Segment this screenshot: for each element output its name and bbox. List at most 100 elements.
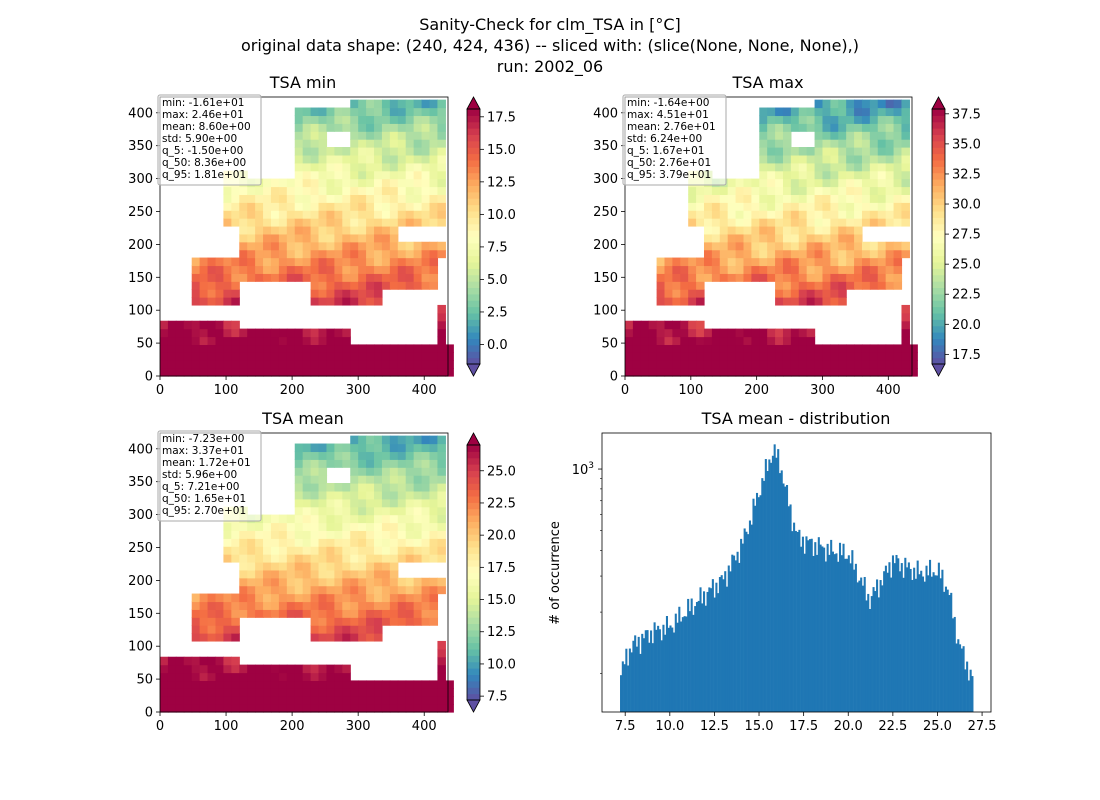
colorbar-segment bbox=[467, 617, 480, 625]
colorbar-segment bbox=[467, 172, 480, 180]
heatmap-cell bbox=[270, 233, 280, 243]
heatmap-cell bbox=[207, 368, 217, 377]
histogram-bar bbox=[646, 630, 649, 712]
heatmap-cell bbox=[270, 561, 280, 571]
heatmap-cell bbox=[215, 601, 225, 610]
heatmap-cell bbox=[191, 672, 201, 682]
heatmap-cell bbox=[310, 546, 320, 555]
heatmap-cell bbox=[389, 459, 399, 468]
histogram-bar bbox=[909, 568, 912, 712]
heatmap-cell bbox=[286, 178, 296, 188]
heatmap-cell bbox=[381, 368, 391, 377]
heatmap-cell bbox=[318, 123, 328, 132]
heatmap-cell bbox=[223, 696, 232, 705]
histogram-bar bbox=[623, 664, 626, 712]
heatmap-cell bbox=[255, 360, 264, 369]
histogram-bar bbox=[851, 550, 854, 712]
panel-tsa-min: TSA min 0 100 200 300 4000501001502002503003… bbox=[128, 73, 516, 398]
heatmap-cell bbox=[413, 241, 423, 251]
heatmap-cell bbox=[294, 696, 304, 705]
heatmap-cell bbox=[175, 664, 185, 674]
heatmap-cell bbox=[366, 297, 375, 306]
heatmap-cell bbox=[350, 443, 359, 453]
heatmap-cell bbox=[302, 490, 312, 500]
heatmap-cell bbox=[885, 265, 895, 274]
heatmap-cell bbox=[405, 131, 415, 140]
heatmap-cell bbox=[790, 241, 800, 251]
histogram-bar bbox=[895, 554, 898, 712]
heatmap-cell bbox=[374, 123, 383, 132]
heatmap-cell bbox=[389, 368, 399, 377]
histogram-bar bbox=[881, 585, 884, 712]
heatmap-cell bbox=[814, 123, 824, 132]
heatmap-cell bbox=[885, 202, 895, 211]
colorbar-segment bbox=[467, 325, 480, 333]
heatmap-cell bbox=[366, 265, 375, 274]
heatmap-cell bbox=[688, 289, 697, 298]
heatmap-cell bbox=[366, 352, 375, 361]
heatmap-cell bbox=[239, 585, 248, 595]
heatmap-cell bbox=[389, 186, 399, 195]
heatmap-cell bbox=[790, 147, 800, 156]
heatmap-cell bbox=[782, 344, 792, 353]
heatmap-cell bbox=[191, 281, 201, 290]
heatmap-cell bbox=[775, 218, 784, 227]
heatmap-cell bbox=[326, 360, 335, 369]
heatmap-cell bbox=[743, 233, 752, 243]
heatmap-cell bbox=[782, 107, 792, 117]
heatmap-cell bbox=[263, 554, 272, 563]
heatmap-cell bbox=[429, 147, 439, 156]
heatmap-cell bbox=[397, 265, 407, 274]
heatmap-cell bbox=[318, 490, 328, 500]
heatmap-cell bbox=[767, 131, 776, 140]
heatmap-cell bbox=[350, 202, 359, 211]
heatmap-cell bbox=[703, 218, 713, 227]
colorbar-segment bbox=[467, 642, 480, 650]
heatmap-cell bbox=[310, 601, 320, 610]
heatmap-cell bbox=[389, 561, 399, 571]
heatmap-cell bbox=[397, 368, 407, 377]
heatmap-cell bbox=[437, 577, 446, 587]
heatmap-cell bbox=[318, 107, 328, 117]
heatmap-cell bbox=[350, 139, 359, 148]
heatmap-cell bbox=[421, 617, 431, 626]
heatmap-cell bbox=[374, 368, 383, 377]
heatmap-cell bbox=[231, 680, 240, 689]
heatmap-cell bbox=[160, 680, 169, 689]
histogram-bar bbox=[690, 598, 693, 712]
heatmap-cell bbox=[405, 178, 415, 188]
heatmap-cell bbox=[358, 546, 367, 555]
heatmap-cell bbox=[405, 368, 415, 377]
histogram-bar bbox=[925, 565, 928, 712]
heatmap-cell bbox=[429, 585, 439, 595]
heatmap-cell bbox=[381, 704, 391, 713]
heatmap-cell bbox=[437, 672, 446, 682]
heatmap-cell bbox=[885, 218, 895, 227]
heatmap-cell bbox=[751, 194, 760, 203]
heatmap-cell bbox=[358, 506, 367, 516]
heatmap-cell bbox=[263, 360, 272, 369]
heatmap-cell bbox=[429, 554, 439, 563]
heatmap-cell bbox=[429, 688, 439, 697]
heatmap-cell bbox=[413, 210, 423, 219]
heatmap-cell bbox=[814, 281, 824, 290]
heatmap-cell bbox=[703, 257, 713, 267]
heatmap-cell bbox=[191, 297, 201, 306]
heatmap-cell bbox=[350, 99, 359, 109]
heatmap-cell bbox=[358, 297, 367, 306]
heatmap-cell bbox=[854, 273, 863, 282]
heatmap-cell bbox=[278, 233, 288, 243]
heatmap-cell bbox=[350, 688, 359, 697]
heatmap-cell bbox=[405, 186, 415, 195]
heatmap-cell bbox=[191, 656, 201, 666]
heatmap-cell bbox=[838, 257, 847, 267]
heatmap-cell bbox=[278, 202, 288, 211]
heatmap-cell bbox=[893, 257, 903, 267]
heatmap-cell bbox=[413, 475, 423, 484]
heatmap-cell bbox=[318, 218, 328, 227]
heatmap-cell bbox=[294, 467, 304, 476]
colorbar-segment bbox=[467, 483, 480, 491]
heatmap-cell bbox=[405, 218, 415, 227]
heatmap-cell bbox=[854, 99, 863, 109]
heatmap-cell bbox=[719, 186, 729, 195]
